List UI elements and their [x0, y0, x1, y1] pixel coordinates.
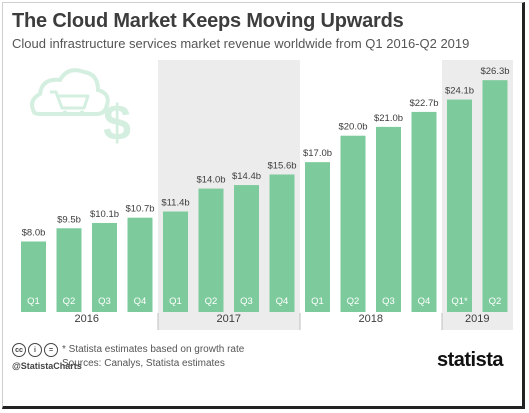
footnotes: * Statista estimates based on growth rat… [62, 343, 244, 371]
bar-value-label: $11.4b [161, 198, 189, 209]
quarter-label: Q2 [205, 296, 218, 307]
dollar-sign-icon: $ [103, 95, 131, 151]
quarter-label: Q1 [311, 296, 324, 307]
attribution-icon[interactable]: i [28, 343, 42, 357]
chart-title: The Cloud Market Keeps Moving Upwards [12, 10, 404, 32]
quarter-label: Q3 [382, 296, 395, 307]
statista-logo[interactable]: statista [436, 349, 504, 371]
bar-value-label: $14.4b [232, 171, 261, 182]
quarter-label: Q2 [489, 296, 502, 307]
sources-note: Sources: Canalys, Statista estimates [62, 358, 225, 369]
quarter-label: Q2 [63, 296, 76, 307]
creative-commons-icon[interactable]: cc [12, 343, 26, 357]
license-icons: cc i = [12, 343, 58, 357]
bar-13 [447, 99, 472, 313]
bar-value-label: $15.6b [267, 160, 296, 171]
year-label-2017: 2017 [217, 313, 241, 325]
bar-value-label: $20.0b [338, 122, 367, 133]
bar-value-label: $10.1b [90, 209, 119, 220]
cloud-icon [30, 68, 110, 116]
bar-value-label: $22.7b [409, 98, 438, 109]
bar-7 [234, 185, 259, 312]
bar-value-label: $26.3b [480, 66, 509, 77]
bar-11 [376, 126, 401, 312]
quarter-label: Q1 [27, 296, 40, 307]
bar-3 [92, 222, 117, 312]
bar-10 [340, 135, 366, 312]
bar-5 [163, 211, 188, 312]
bar-value-label: $8.0b [22, 227, 46, 238]
no-derivatives-icon[interactable]: = [44, 343, 58, 357]
bar-9 [305, 162, 330, 312]
bar-value-label: $14.0b [196, 175, 225, 186]
shopping-cart-icon [50, 90, 90, 110]
cart-wheel-left [62, 110, 68, 116]
quarter-label: Q3 [98, 296, 111, 307]
quarter-label: Q1 [169, 296, 182, 307]
year-label-2019: 2019 [465, 313, 489, 325]
bar-2 [56, 228, 82, 312]
quarter-label: Q3 [240, 296, 253, 307]
year-label-2018: 2018 [359, 313, 383, 325]
bar-4 [127, 217, 153, 312]
chart-subtitle: Cloud infrastructure services market rev… [12, 36, 470, 51]
bar-1 [21, 241, 46, 312]
cart-wheel-right [79, 110, 85, 116]
bar-value-label: $21.0b [374, 113, 403, 124]
twitter-handle[interactable]: @StatistaCharts [12, 361, 82, 371]
bar-value-label: $9.5b [57, 214, 81, 225]
bar-14 [482, 80, 508, 312]
quarter-label: Q4 [276, 296, 289, 307]
quarter-label: Q4 [418, 296, 431, 307]
bar-value-label: $17.0b [303, 148, 332, 159]
bar-8 [269, 174, 295, 312]
quarter-label: Q4 [134, 296, 147, 307]
quarter-label: Q2 [347, 296, 360, 307]
quarter-label: Q1* [451, 296, 468, 307]
year-label-2016: 2016 [75, 313, 99, 325]
bar-12 [411, 111, 437, 312]
estimate-note: * Statista estimates based on growth rat… [62, 344, 245, 355]
footer: cc i = @StatistaCharts * Statista estima… [12, 341, 517, 381]
bar-value-label: $24.1b [445, 86, 474, 97]
bar-6 [198, 188, 224, 312]
bar-value-label: $10.7b [125, 204, 154, 215]
